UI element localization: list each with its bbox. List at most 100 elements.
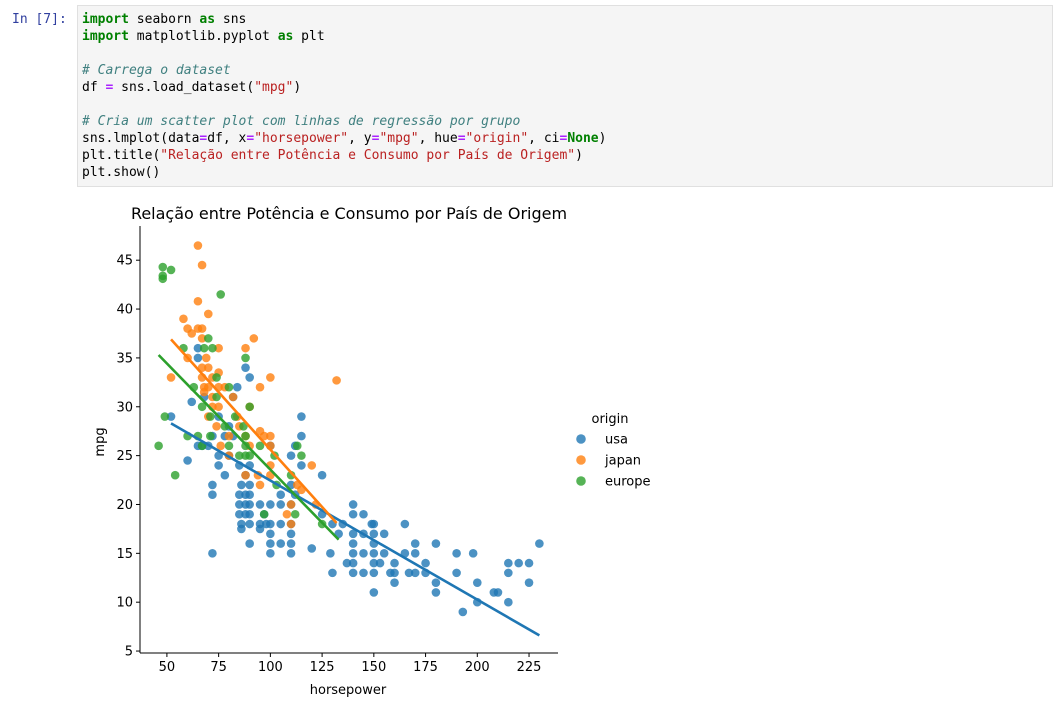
x-tick-label: 75 [210, 660, 227, 675]
scatter-point-europe [292, 441, 302, 451]
code-token: import [82, 29, 129, 44]
scatter-point-usa [255, 524, 265, 534]
scatter-point-japan [224, 431, 234, 441]
scatter-point-usa [410, 539, 420, 548]
scatter-point-europe [297, 451, 306, 460]
code-editor[interactable]: import seaborn as sns import matplotlib.p… [82, 11, 606, 181]
scatter-point-europe [255, 441, 265, 451]
code-token: , ci [528, 131, 560, 146]
scatter-point-usa [348, 568, 358, 578]
scatter-point-europe [208, 343, 217, 353]
scatter-points [154, 241, 544, 617]
scatter-point-usa [237, 480, 246, 490]
x-tick-label: 200 [465, 660, 490, 675]
scatter-point-usa [245, 373, 254, 382]
legend: origin usa japan europe [576, 412, 651, 490]
code-token: = [199, 131, 208, 146]
scatter-point-usa [193, 343, 203, 353]
code-token: "horsepower" [254, 131, 349, 146]
code-token: = [246, 131, 255, 146]
code-token: ) [575, 148, 583, 163]
scatter-point-japan [255, 382, 265, 392]
legend-marker-usa [576, 434, 586, 444]
scatter-point-japan [266, 431, 275, 441]
scatter-point-usa [369, 568, 379, 578]
scatter-point-usa [317, 470, 327, 480]
y-tick-label: 35 [116, 351, 133, 366]
scatter-point-europe [241, 431, 250, 441]
scatter-point-europe [224, 382, 234, 392]
code-token: # Cria um scatter plot com linhas de reg… [82, 114, 521, 129]
code-token: as [277, 29, 294, 44]
scatter-point-japan [228, 392, 238, 402]
scatter-point-europe [259, 509, 269, 519]
x-axis-label: horsepower [310, 683, 387, 698]
code-line: import seaborn as sns [82, 11, 606, 28]
scatter-point-usa [214, 461, 223, 470]
code-token: sns.load_dataset( [113, 80, 255, 95]
scatter-point-usa [458, 607, 468, 617]
scatter-point-usa [276, 490, 286, 500]
code-token: import [82, 12, 129, 27]
scatter-point-usa [276, 539, 286, 548]
y-tick-label: 25 [116, 449, 133, 464]
scatter-point-japan [241, 343, 250, 353]
scatter-point-europe [158, 274, 168, 284]
code-token: "Relação entre Potência e Consumo por Pa… [160, 148, 576, 163]
scatter-point-usa [237, 524, 246, 534]
scatter-point-japan [307, 461, 317, 470]
code-line [82, 96, 606, 113]
scatter-point-usa [245, 519, 254, 529]
scatter-point-usa [390, 578, 399, 587]
code-line: plt.title("Relação entre Potência e Cons… [82, 147, 606, 164]
regression-line-europe [157, 354, 340, 541]
scatter-point-usa [208, 480, 217, 490]
legend-label-japan: japan [604, 454, 641, 469]
scatter-point-europe [241, 353, 250, 363]
scatter-point-usa [348, 500, 358, 509]
scatter-point-usa [524, 558, 534, 568]
scatter-point-japan [216, 441, 226, 451]
scatter-point-usa [348, 558, 358, 568]
scatter-point-europe [199, 343, 209, 353]
regression-line-japan [170, 338, 338, 524]
code-token: # Carrega o dataset [82, 63, 231, 78]
x-tick-label: 100 [258, 660, 283, 675]
scatter-point-europe [154, 441, 163, 451]
scatter-point-usa [400, 519, 410, 529]
code-line: df = sns.load_dataset("mpg") [82, 79, 606, 96]
scatter-point-usa [359, 568, 368, 578]
scatter-point-europe [245, 451, 254, 460]
scatter-point-japan [179, 314, 188, 324]
scatter-point-usa [245, 509, 254, 519]
x-tick-label: 125 [310, 660, 335, 675]
code-token: ) [598, 131, 607, 146]
scatter-point-europe [212, 392, 221, 402]
scatter-point-usa [348, 539, 358, 548]
scatter-point-usa [359, 509, 368, 519]
scatter-point-japan [241, 470, 250, 480]
scatter-point-usa [266, 500, 275, 509]
scatter-point-usa [326, 549, 335, 558]
scatter-point-usa [286, 539, 296, 548]
scatter-point-usa [286, 549, 296, 558]
code-line [82, 45, 606, 62]
scatter-point-usa [410, 568, 420, 578]
scatter-point-usa [379, 529, 389, 539]
scatter-point-usa [348, 549, 358, 558]
code-cell[interactable]: import seaborn as sns import matplotlib.p… [77, 5, 1053, 187]
scatter-point-usa [183, 456, 192, 465]
code-line: # Carrega o dataset [82, 62, 606, 79]
scatter-point-japan [197, 324, 207, 333]
scatter-point-usa [375, 558, 385, 568]
code-token: plt.show() [82, 165, 161, 180]
scatter-point-japan [197, 334, 207, 343]
scatter-point-japan [197, 260, 207, 270]
scatter-point-usa [504, 568, 513, 578]
code-token: plt [293, 29, 325, 44]
scatter-point-usa [208, 549, 217, 558]
scatter-point-europe [158, 262, 168, 272]
chart-title: Relação entre Potência e Consumo por Paí… [131, 204, 567, 223]
code-token: "mpg" [254, 80, 294, 95]
x-tick-label: 150 [361, 660, 386, 675]
